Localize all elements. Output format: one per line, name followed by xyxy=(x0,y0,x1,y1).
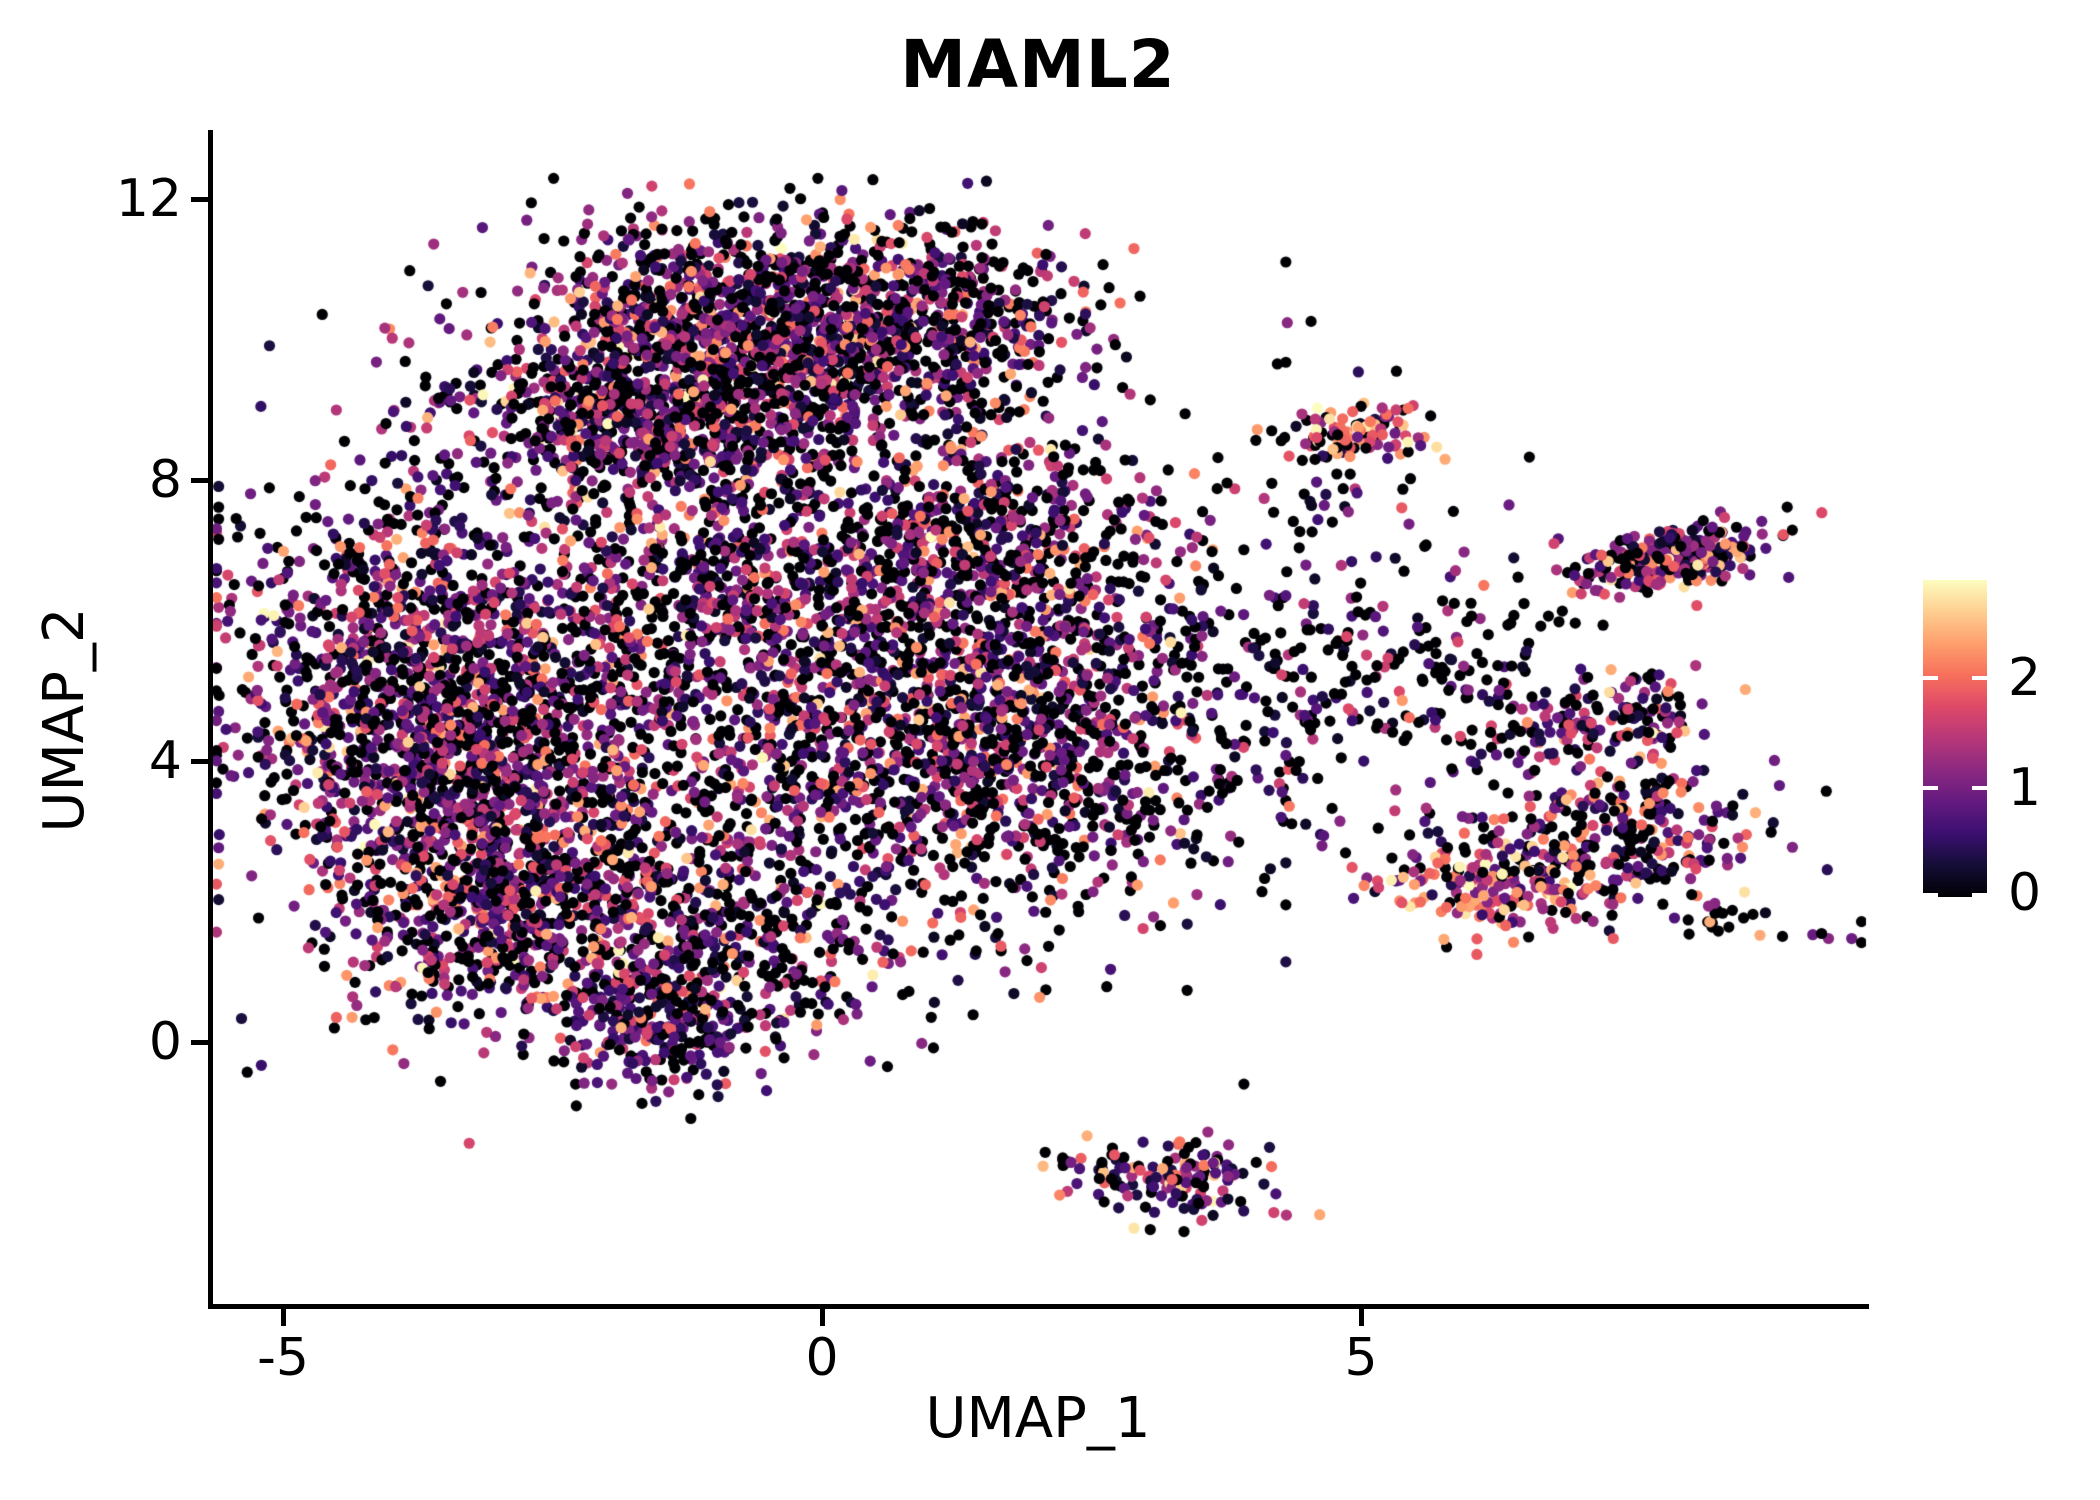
x-axis-line xyxy=(208,1304,1869,1309)
y-tick-mark xyxy=(191,1040,208,1045)
colorbar-tick-mark xyxy=(1923,785,1938,790)
y-axis-line xyxy=(208,130,213,1309)
colorbar-tick-mark xyxy=(1972,676,1987,681)
x-tick-mark xyxy=(1359,1309,1364,1326)
y-tick-mark xyxy=(191,197,208,202)
y-tick-label: 8 xyxy=(148,450,182,510)
y-tick-label: 12 xyxy=(115,169,182,229)
x-tick-label: -5 xyxy=(257,1328,309,1388)
expression-colorbar xyxy=(1923,580,1987,897)
colorbar-tick-mark xyxy=(1923,676,1938,681)
y-tick-mark xyxy=(191,759,208,764)
x-tick-label: 5 xyxy=(1344,1328,1378,1388)
colorbar-tick-mark xyxy=(1923,893,1938,897)
y-tick-label: 0 xyxy=(148,1012,182,1072)
x-tick-label: 0 xyxy=(805,1328,839,1388)
colorbar-tick-label: 1 xyxy=(2008,758,2042,818)
colorbar-tick-label: 2 xyxy=(2008,648,2042,708)
y-tick-label: 4 xyxy=(148,731,182,791)
colorbar-tick-mark xyxy=(1972,893,1987,897)
colorbar-tick-label: 0 xyxy=(2008,863,2042,923)
y-tick-mark xyxy=(191,478,208,483)
x-tick-mark xyxy=(281,1309,286,1326)
x-axis-title: UMAP_1 xyxy=(925,1386,1151,1451)
x-tick-mark xyxy=(820,1309,825,1326)
y-axis-title: UMAP_2 xyxy=(32,607,97,833)
colorbar-gradient xyxy=(1923,580,1987,897)
plot-title: MAML2 xyxy=(900,26,1176,103)
colorbar-tick-mark xyxy=(1972,785,1987,790)
